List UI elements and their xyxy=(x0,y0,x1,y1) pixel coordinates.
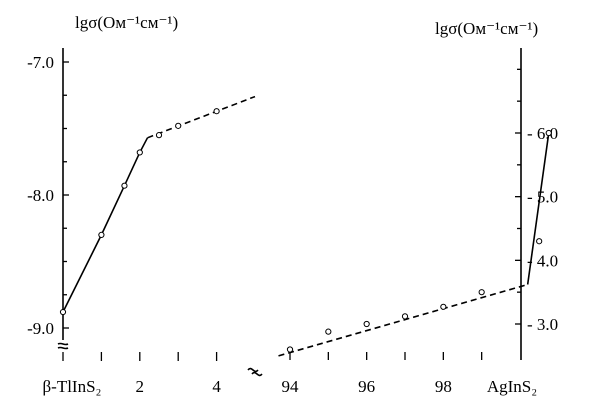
x-axis-break-mark-2 xyxy=(251,371,263,377)
left-axis-break-mark xyxy=(57,342,69,346)
left-x-tick-label: 2 xyxy=(136,377,145,396)
left-x-tick-label: β-TlInS₂ xyxy=(43,377,102,396)
left-data-point xyxy=(155,132,163,139)
left-data-point xyxy=(59,308,67,316)
left-data-point xyxy=(213,108,220,115)
right-y-axis-label: lgσ(Ом⁻¹см⁻¹) xyxy=(435,19,538,38)
right-y-tick-label: - 6.0 xyxy=(527,124,558,143)
left-y-tick-label: -9.0 xyxy=(27,319,54,338)
left-y-tick-label: -7.0 xyxy=(27,53,54,72)
right-solid-line xyxy=(526,132,550,285)
left-data-point xyxy=(121,182,128,189)
right-data-point xyxy=(478,289,485,296)
right-data-point xyxy=(401,313,409,320)
right-y-tick-label: - 3.0 xyxy=(527,315,558,334)
right-x-tick-label: 98 xyxy=(435,377,452,396)
right-x-tick-label: AgInS₂ xyxy=(487,377,537,396)
right-data-point xyxy=(545,129,552,137)
left-x-tick-label: 4 xyxy=(212,377,221,396)
right-data-point xyxy=(286,346,294,353)
right-data-point xyxy=(363,320,370,328)
right-y-tick-label: - 4.0 xyxy=(527,251,558,270)
left-dashed-line xyxy=(147,95,256,139)
right-x-tick-label: 94 xyxy=(282,377,300,396)
left-data-point xyxy=(98,231,105,238)
right-panel: - 3.0 - 4.0 - 5.0 - 6.0 94 96 98 AgInS₂ xyxy=(278,68,558,396)
left-y-axis-label: lgσ(Ом⁻¹см⁻¹) xyxy=(75,13,178,32)
x-axis-break-mark xyxy=(247,367,259,373)
right-data-point xyxy=(536,238,543,245)
left-y-tick-label: -8.0 xyxy=(27,186,54,205)
left-data-point xyxy=(175,122,182,129)
right-x-tick-label: 96 xyxy=(358,377,375,396)
right-data-point xyxy=(325,328,332,335)
static-layer xyxy=(57,48,522,377)
right-y-tick-label: - 5.0 xyxy=(527,188,558,207)
right-data-point xyxy=(440,303,447,310)
left-axis-break-mark-2 xyxy=(57,346,69,350)
left-solid-line xyxy=(62,137,149,313)
right-dashed-line xyxy=(278,283,528,357)
left-data-point xyxy=(136,149,143,156)
left-panel: -7.0 -8.0 -9.0 β-TlInS₂ 2 4 xyxy=(27,53,256,396)
